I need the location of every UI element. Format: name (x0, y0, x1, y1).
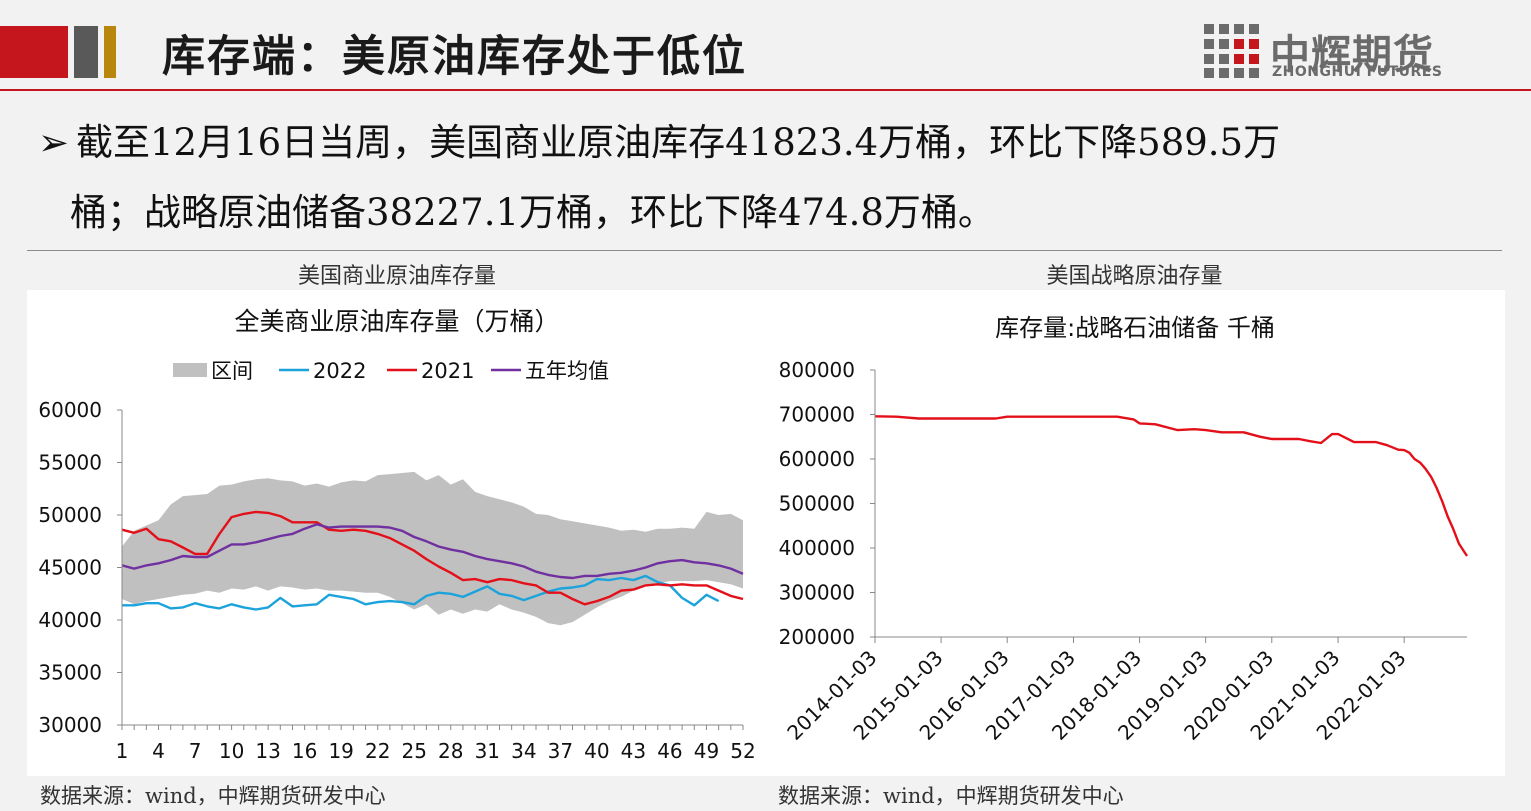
chart1-x-tick-label: 25 (402, 739, 427, 763)
logo-chinese-name: 中辉期货 (1270, 32, 1434, 78)
section-divider (27, 250, 1502, 251)
logo-english-name: ZHONGHUI FUTURES (1272, 64, 1443, 80)
left-source-note: 数据来源：wind，中辉期货研发中心 (40, 784, 386, 808)
spr-inventory-chart: 库存量:战略石油储备 千桶 800000 700000 600000 500000 400… (779, 314, 1469, 745)
chart1-x-tick-label: 34 (511, 739, 536, 763)
header-bar: 库存端：美原油库存处于低位 中辉期货 ZHONGHUI FUTURES (0, 0, 1531, 91)
chart1-y-tick-label: 45000 (38, 556, 102, 580)
legend-label-五年均值: 五年均值 (525, 359, 609, 383)
series-line-spr (874, 415, 1469, 557)
chart1-y-tick-label: 35000 (38, 661, 102, 685)
chart1-x-tick-label: 4 (152, 739, 165, 763)
left-chart-panel: 全美商业原油库存量（万桶） 区间 2022 2021 五年均值 60000 55000 500… (27, 290, 767, 776)
company-logo: 中辉期货 ZHONGHUI FUTURES (1204, 22, 1464, 82)
summary-bullet: ➢ 截至12月16日当周，美国商业原油库存41823.4万桶，环比下降589.5万… (38, 108, 1508, 248)
bullet-arrow-icon: ➢ (38, 121, 70, 164)
chart2-y-tick-label: 700000 (779, 403, 855, 427)
chart2-y-tick-label: 600000 (779, 447, 855, 471)
page-title: 库存端：美原油库存处于低位 (162, 32, 747, 82)
chart1-x-tick-label: 37 (548, 739, 573, 763)
right-source-note: 数据来源：wind，中辉期货研发中心 (778, 784, 1124, 808)
chart1-legend: 区间 2022 2021 五年均值 (173, 359, 609, 383)
chart1-x-tick-label: 31 (475, 739, 500, 763)
chart2-y-tick-label: 300000 (779, 581, 855, 605)
right-chart-panel: 库存量:战略石油储备 千桶 800000 700000 600000 500000 400… (767, 290, 1505, 776)
range-band-area (122, 471, 743, 626)
series-line-2022 (122, 574, 720, 611)
commercial-inventory-chart: 全美商业原油库存量（万桶） 区间 2022 2021 五年均值 60000 55000 500… (38, 307, 755, 763)
chart1-x-tick-label: 16 (292, 739, 317, 763)
chart2-y-tick-label: 200000 (779, 625, 855, 649)
summary-line-1: 截至12月16日当周，美国商业原油库存41823.4万桶，环比下降589.5万 (76, 121, 1281, 164)
series-line-五年均值 (121, 523, 744, 580)
chart1-x-tick-label: 10 (219, 739, 244, 763)
chart1-y-tick-label: 60000 (38, 398, 102, 422)
left-chart-subtitle: 美国商业原油库存量 (297, 264, 496, 289)
legend-label-band: 区间 (211, 359, 253, 383)
header-red-block (0, 26, 68, 78)
chart1-x-tick-label: 40 (584, 739, 609, 763)
right-chart-subtitle: 美国战略原油存量 (1046, 264, 1223, 289)
chart2-y-tick-label: 800000 (779, 358, 855, 382)
header-divider (0, 89, 1531, 91)
legend-swatch-band (173, 363, 207, 377)
logo-grid-icon (1204, 24, 1259, 78)
chart1-x-tick-label: 19 (328, 739, 353, 763)
summary-line-2: 桶；战略原油储备38227.1万桶，环比下降474.8万桶。 (70, 191, 995, 234)
chart1-x-tick-label: 43 (621, 739, 646, 763)
chart1-x-tick-label: 22 (365, 739, 390, 763)
chart1-y-tick-label: 30000 (38, 713, 102, 737)
chart1-x-tick-label: 7 (189, 739, 202, 763)
chart1-title: 全美商业原油库存量（万桶） (234, 307, 559, 336)
chart2-y-tick-label: 500000 (779, 492, 855, 516)
chart1-y-tick-label: 55000 (38, 451, 102, 475)
chart1-x-tick-label: 46 (657, 739, 682, 763)
chart1-x-tick-label: 28 (438, 739, 463, 763)
legend-label-2022: 2022 (313, 359, 366, 383)
chart1-x-tick-label: 49 (694, 739, 719, 763)
chart1-y-tick-label: 50000 (38, 503, 102, 527)
legend-label-2021: 2021 (421, 359, 474, 383)
chart1-y-tick-label: 40000 (38, 608, 102, 632)
chart1-x-tick-label: 13 (255, 739, 280, 763)
chart2-y-tick-label: 400000 (779, 536, 855, 560)
header-gray-block (74, 26, 98, 78)
chart1-x-tick-label: 52 (730, 739, 755, 763)
chart2-title: 库存量:战略石油储备 千桶 (995, 314, 1275, 342)
series-line-2021 (121, 510, 744, 606)
chart1-x-tick-label: 1 (116, 739, 129, 763)
header-gold-block (104, 26, 116, 78)
